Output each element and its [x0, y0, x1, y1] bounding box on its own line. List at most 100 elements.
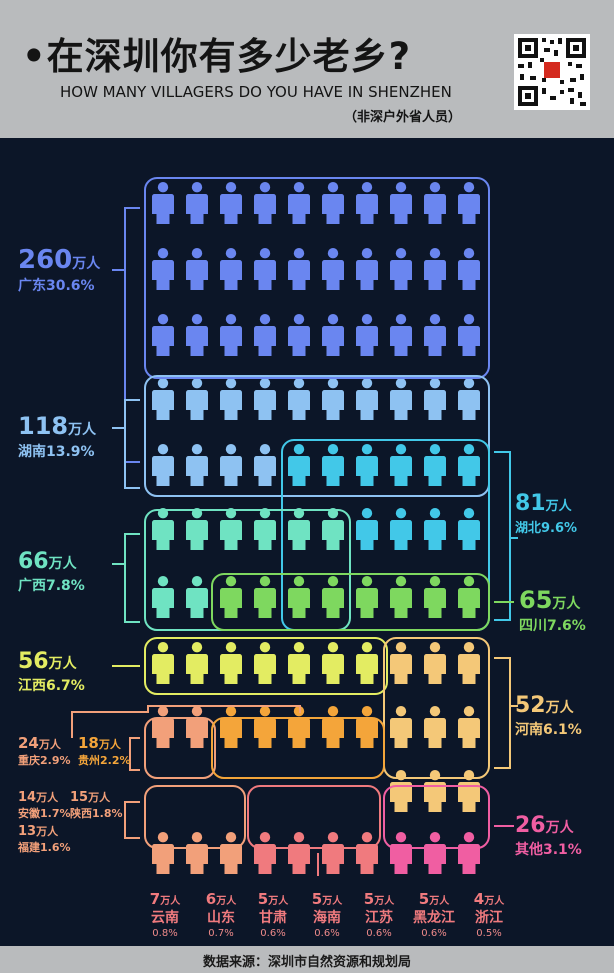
share-label-region-e59b9be5b79d: 四川7.6% — [519, 618, 586, 634]
person-icon-region-e6b2b3e58d97 — [390, 642, 412, 684]
person-icon-region-e5b9bfe4b89c — [322, 314, 344, 356]
person-icon-region-e59b9be5b79d — [390, 576, 412, 618]
group-frame-region-e6b996e58c97 — [281, 439, 490, 631]
connector-region-e9878de5ba86 — [71, 711, 148, 738]
value-label-region-e79498e88283: 5万人 — [258, 890, 289, 908]
region-name-region-e5b1b1e4b89c: 山东 — [207, 909, 235, 926]
person-icon-region-e5b9bfe4b89c — [322, 248, 344, 290]
share-label-region-e8b4b5e5b79e: 贵州2.2% — [78, 753, 131, 767]
connector-region-e9878de5ba86 — [129, 705, 301, 771]
person-icon-region-e5b9bfe4b89c — [220, 182, 242, 224]
person-icon-region-e5b9bfe4b89c — [254, 314, 276, 356]
person-icon-region-e6b996e58d97 — [152, 378, 174, 420]
person-icon-region-e8b4b5e5b79e — [322, 706, 344, 748]
person-icon-region-e6b996e58c97 — [322, 444, 344, 486]
person-icon-region-e59b9be5b79d — [254, 576, 276, 618]
value-label-region-e9bb91e9be99e6b19f: 5万人 — [419, 890, 450, 908]
group-frame-region-e8b4b5e5b79e — [211, 717, 385, 779]
value-label-region-e6b19fe8a5bf: 56万人 — [18, 649, 78, 674]
person-icon-region-e6b19fe8a5bf — [186, 642, 208, 684]
person-icon-region-e4ba91e58d97 — [322, 832, 344, 874]
share-label-region-e6b599e6b19f: 0.5% — [476, 928, 501, 939]
person-icon-region-e8b4b5e5b79e — [254, 706, 276, 748]
person-icon-region-e6b19fe8a5bf — [288, 642, 310, 684]
share-label-region-e4ba91e58d97: 0.8% — [152, 928, 177, 939]
person-icon-region-e6b2b3e58d97 — [424, 770, 446, 812]
person-icon-region-e5b9bfe4b89c — [186, 182, 208, 224]
share-label-region-e6b2b3e58d97: 河南6.1% — [515, 721, 582, 738]
person-icon-region-e585b6e4bb96 — [424, 832, 446, 874]
person-icon-region-e585b6e4bb96 — [458, 832, 480, 874]
person-icon-region-e4ba91e58d97 — [356, 832, 378, 874]
person-icon-region-e5b9bfe8a5bf — [288, 508, 310, 550]
data-source: 数据来源：深圳市自然资源和规划局 — [202, 955, 411, 970]
person-icon-region-e6b19fe8a5bf — [220, 642, 242, 684]
person-icon-region-e5b9bfe4b89c — [322, 182, 344, 224]
person-icon-region-e6b996e58c97 — [288, 444, 310, 486]
share-label-region-e5b9bfe8a5bf: 广西7.8% — [18, 577, 85, 594]
person-icon-region-e5b9bfe4b89c — [356, 314, 378, 356]
person-icon-region-e5b9bfe4b89c — [186, 248, 208, 290]
person-icon-region-e5b9bfe8a5bf — [322, 508, 344, 550]
person-icon-region-e6b996e58c97 — [356, 508, 378, 550]
region-name-region-e79498e88283: 甘肃 — [259, 909, 287, 926]
region-name-region-e9bb91e9be99e6b19f: 黑龙江 — [413, 909, 455, 926]
person-icon-region-e6b996e58c97 — [424, 508, 446, 550]
person-icon-region-e6b2b3e58d97 — [458, 706, 480, 748]
share-label-region-e9878de5ba86: 重庆2.9% — [18, 753, 71, 767]
value-label-region-e6b19fe88b8f: 5万人 — [364, 890, 395, 908]
person-icon-region-e5b9bfe4b89c — [220, 248, 242, 290]
value-label-region-e5ae89e5bebd: 14万人 — [18, 790, 59, 805]
person-icon-region-e59b9be5b79d — [322, 576, 344, 618]
person-icon-region-e6b996e58d97 — [254, 378, 276, 420]
person-icon-region-e5b9bfe4b89c — [424, 314, 446, 356]
value-label-region-e7a68fe5bbba: 13万人 — [18, 824, 59, 839]
person-icon-region-e6b996e58d97 — [152, 444, 174, 486]
header-bar: •在深圳你有多少老乡? HOW MANY VILLAGERS DO YOU HA… — [0, 0, 614, 138]
person-icon-region-e5b9bfe4b89c — [254, 182, 276, 224]
scope-note: （非深户外省人员） — [344, 110, 462, 125]
person-icon-region-e6b996e58c97 — [390, 508, 412, 550]
value-label-region-e6b599e6b19f: 4万人 — [474, 890, 505, 908]
share-label-region-e79498e88283: 0.6% — [260, 928, 285, 939]
share-label-region-e5b1b1e4b89c: 0.7% — [208, 928, 233, 939]
person-icon-region-e5b9bfe4b89c — [288, 314, 310, 356]
group-frame-region-e6b19fe8a5bf — [144, 637, 388, 695]
group-frame-region-e5ae89e5bebd — [144, 785, 246, 849]
person-icon-region-e5b9bfe4b89c — [390, 182, 412, 224]
person-icon-region-e5b9bfe8a5bf — [254, 508, 276, 550]
person-icon-region-e4ba91e58d97 — [254, 832, 276, 874]
person-icon-region-e5b9bfe4b89c — [390, 248, 412, 290]
value-label-region-e5b9bfe4b89c: 260万人 — [18, 245, 101, 275]
connector-region-e6b996e58d97 — [112, 399, 140, 489]
footer-bar: 数据来源：深圳市自然资源和规划局 — [0, 946, 614, 973]
person-icon-region-e585b6e4bb96 — [390, 832, 412, 874]
person-icon-region-e8b4b5e5b79e — [356, 706, 378, 748]
page-title: •在深圳你有多少老乡? — [22, 35, 412, 78]
person-icon-region-e6b996e58c97 — [458, 444, 480, 486]
group-frame-region-e5b9bfe8a5bf — [144, 509, 351, 631]
person-icon-region-e59b9be5b79d — [356, 576, 378, 618]
share-label-region-e6b996e58d97: 湖南13.9% — [18, 443, 95, 460]
person-icon-region-e5b9bfe8a5bf — [220, 508, 242, 550]
person-icon-region-e6b2b3e58d97 — [424, 642, 446, 684]
person-icon-region-e6b2b3e58d97 — [458, 770, 480, 812]
share-label-region-e6b19fe8a5bf: 江西6.7% — [18, 677, 85, 694]
region-name-region-e6b599e6b19f: 浙江 — [475, 909, 503, 926]
person-icon-region-e6b996e58d97 — [322, 378, 344, 420]
person-icon-region-e5b9bfe4b89c — [356, 248, 378, 290]
person-icon-region-e59b9be5b79d — [458, 576, 480, 618]
person-icon-region-e6b19fe8a5bf — [254, 642, 276, 684]
group-frame-region-e585b6e4bb96 — [383, 785, 490, 849]
share-label-region-e99995e8a5bf: 陕西1.8% — [70, 806, 123, 820]
region-name-region-e6b5b7e58d97: 海南 — [313, 909, 341, 926]
person-icon-region-e5b9bfe8a5bf — [186, 508, 208, 550]
value-label-region-e8b4b5e5b79e: 18万人 — [78, 734, 122, 752]
group-frame-region-e6b996e58d97 — [144, 375, 490, 497]
person-icon-region-e6b996e58c97 — [458, 508, 480, 550]
person-icon-region-e5b9bfe8a5bf — [152, 576, 174, 618]
person-icon-region-e5b9bfe4b89c — [186, 314, 208, 356]
person-icon-region-e6b996e58d97 — [458, 378, 480, 420]
person-icon-region-e5b9bfe4b89c — [152, 248, 174, 290]
person-icon-region-e5ae89e5bebd — [186, 832, 208, 874]
